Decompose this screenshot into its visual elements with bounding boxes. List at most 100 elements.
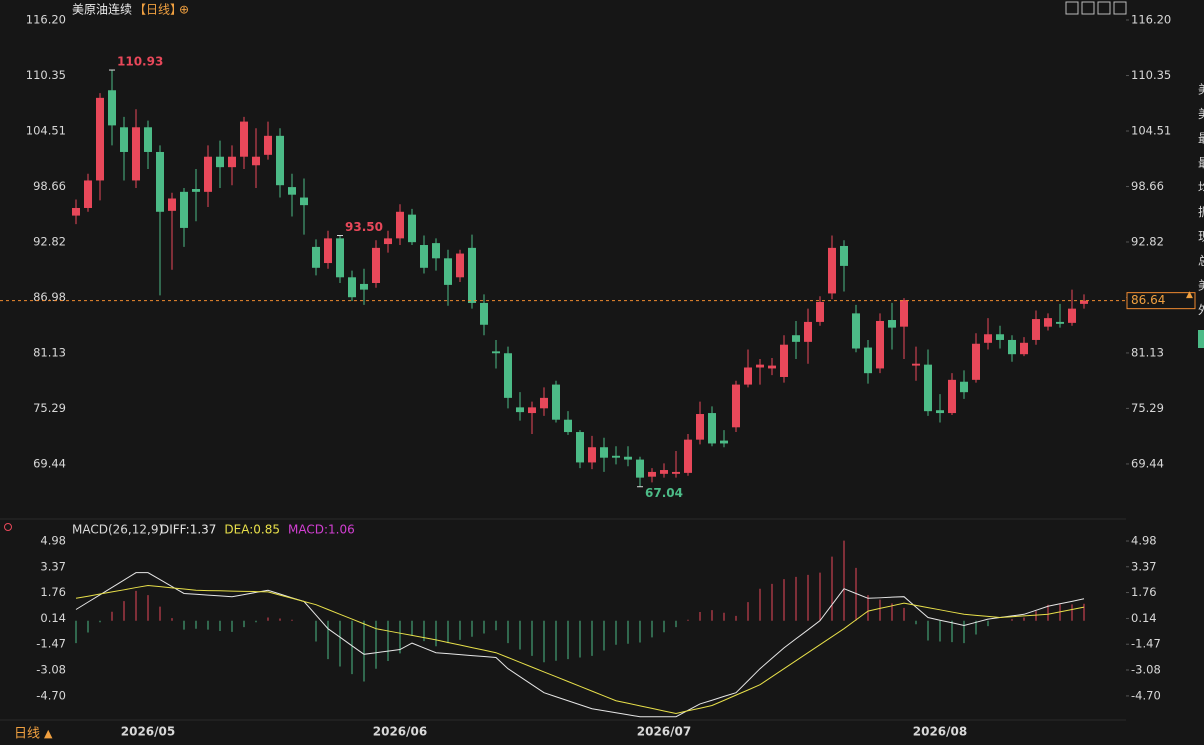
y-tick-label: 1.76 [40, 585, 66, 599]
y-tick-label: 110.35 [26, 68, 66, 82]
candle-body [240, 121, 248, 157]
y-tick-label-right: 4.98 [1131, 534, 1157, 548]
candle-body [216, 156, 224, 168]
y-tick-label-right: 110.35 [1131, 68, 1171, 82]
y-tick-label-right: 1.76 [1131, 585, 1157, 599]
candle-body [372, 247, 380, 283]
candle-body [864, 347, 872, 374]
candle-body [936, 410, 944, 414]
candle-body [468, 247, 476, 303]
title-icon[interactable]: ⊕ [179, 3, 189, 17]
candle-body [648, 471, 656, 477]
candle-body [1056, 321, 1064, 324]
side-panel-label: 最 [1198, 132, 1204, 146]
candle-body [324, 238, 332, 264]
y-tick-label: 92.82 [33, 234, 66, 248]
candle-body [72, 207, 80, 216]
candle-body [984, 334, 992, 343]
candle-body [288, 187, 296, 195]
candle-body [132, 127, 140, 181]
side-panel-label: 最 [1198, 156, 1204, 170]
candle-body [876, 320, 884, 369]
candle-body [1080, 300, 1088, 304]
candle-body [204, 156, 212, 192]
candle-body [660, 470, 668, 474]
candle-body [1068, 308, 1076, 323]
y-tick-label: 86.98 [33, 290, 66, 304]
candle-body [444, 258, 452, 285]
side-panel-label: 美 [1198, 83, 1204, 97]
toolbar-icons [1065, 1, 1127, 15]
candle-body [900, 300, 908, 327]
candle-body [852, 313, 860, 349]
y-tick-label-right: 116.20 [1131, 13, 1171, 27]
candle-body [480, 302, 488, 325]
candle-body [924, 364, 932, 412]
y-tick-label: 104.51 [26, 123, 66, 137]
candle-body [108, 90, 116, 126]
candle-body [576, 432, 584, 463]
y-tick-label-right: 81.13 [1131, 345, 1164, 359]
x-tick-label: 2026/05 [121, 725, 175, 739]
candle-body [336, 238, 344, 278]
candle-body [768, 365, 776, 369]
candle-body [780, 344, 788, 377]
candle-body [816, 301, 824, 322]
candle-body [912, 363, 920, 366]
y-tick-label: 81.13 [33, 345, 66, 359]
candle-body [972, 343, 980, 380]
side-panel-label: 均 [1198, 181, 1204, 195]
y-tick-label-right: 0.14 [1131, 611, 1157, 625]
candle-body [888, 320, 896, 328]
y-tick-label-right: 69.44 [1131, 456, 1164, 470]
candle-body [312, 246, 320, 268]
annotation-label: 110.93 [117, 55, 163, 69]
icon-back[interactable] [1097, 1, 1111, 15]
candle-body [528, 407, 536, 414]
y-tick-label: 4.98 [40, 534, 66, 548]
icon-forward[interactable] [1113, 1, 1127, 15]
last-price-box [1126, 292, 1196, 310]
candle-body [720, 440, 728, 444]
y-tick-label: 116.20 [26, 13, 66, 27]
candle-body [348, 277, 356, 298]
candle-body [564, 419, 572, 433]
candle-body [744, 367, 752, 385]
candle-body [708, 413, 716, 444]
y-tick-label: 69.44 [33, 456, 66, 470]
candle-body [804, 321, 812, 342]
candle-body [588, 447, 596, 463]
y-tick-label: 0.14 [40, 611, 66, 625]
candle-body [168, 198, 176, 211]
icon-zoom[interactable] [1081, 1, 1095, 15]
candle-body [960, 381, 968, 393]
candle-body [420, 245, 428, 268]
indicator-icon[interactable] [4, 523, 12, 531]
side-panel-label: 美 [1198, 279, 1204, 293]
candle-body [672, 471, 680, 474]
candle-body [600, 447, 608, 458]
y-tick-label-right: -4.70 [1131, 688, 1161, 702]
candle-body [828, 247, 836, 294]
y-tick-label-right: 98.66 [1131, 179, 1164, 193]
candle-body [624, 456, 632, 460]
candle-body [360, 283, 368, 290]
annotation-label: 93.50 [345, 220, 383, 234]
y-tick-label: 98.66 [33, 179, 66, 193]
candle-body [948, 379, 956, 414]
candle-body [1032, 319, 1040, 340]
candle-body [180, 191, 188, 228]
icon-move[interactable] [1065, 1, 1079, 15]
period-arrow[interactable]: ▲ [44, 727, 53, 740]
y-tick-label-right: 75.29 [1131, 401, 1164, 415]
y-tick-label-right: 3.37 [1131, 559, 1157, 573]
candle-body [516, 407, 524, 413]
candle-body [756, 364, 764, 368]
legend-entry: DEA:0.85 [224, 523, 280, 537]
candle-body [84, 180, 92, 208]
side-panel-label: 外 [1198, 303, 1204, 317]
period-selector[interactable]: 日线 [14, 727, 40, 742]
last-price-arrow: ▲ [1186, 290, 1193, 300]
